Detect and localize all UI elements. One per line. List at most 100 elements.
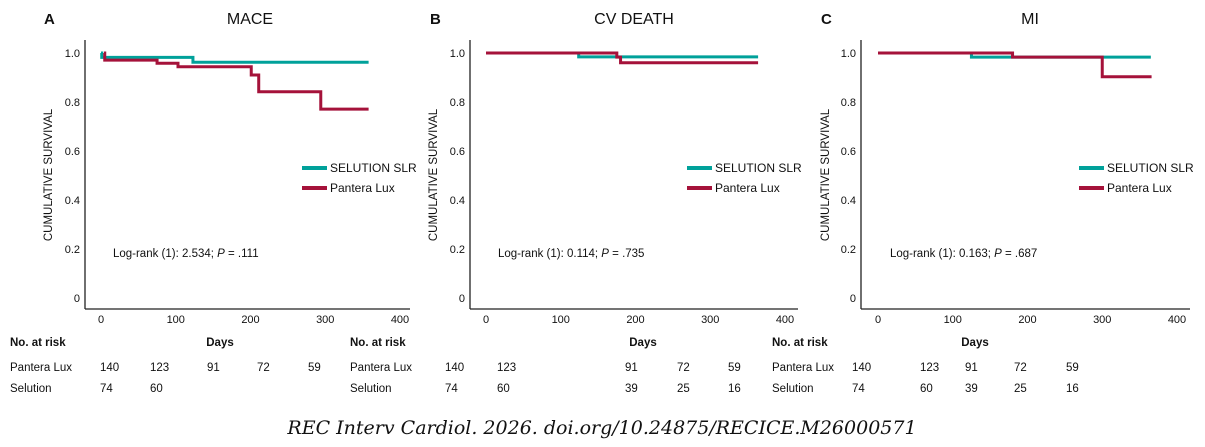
risk-value: 123 (497, 362, 516, 374)
risk-value: 123 (920, 362, 939, 374)
risk-value: 16 (728, 383, 741, 395)
y-tick-label: 0 (74, 293, 80, 305)
risk-row-label: Pantera Lux (10, 362, 72, 374)
y-tick-label: 1.0 (841, 48, 856, 60)
risk-value: 74 (100, 383, 113, 395)
risk-value: 91 (965, 362, 978, 374)
y-tick-label: 0.4 (450, 195, 465, 207)
y-tick-label: 0.4 (841, 195, 856, 207)
risk-value: 74 (445, 383, 458, 395)
x-tick-label: 0 (483, 314, 489, 326)
risk-value: 60 (150, 383, 163, 395)
x-tick-label: 0 (98, 314, 104, 326)
risk-table-header: No. at risk (772, 337, 828, 349)
chart-title: MI (1021, 11, 1039, 28)
p-symbol: P (217, 248, 225, 260)
y-tick-label: 1.0 (450, 48, 465, 60)
risk-value: 91 (625, 362, 638, 374)
risk-value: 25 (1014, 383, 1027, 395)
y-axis-label: CUMULATIVE SURVIVAL (820, 108, 832, 241)
risk-row-label: Selution (772, 383, 814, 395)
x-tick-label: 100 (552, 314, 570, 326)
y-tick-label: 0 (459, 293, 465, 305)
x-tick-label: 400 (1168, 314, 1186, 326)
x-tick-label: 400 (391, 314, 409, 326)
risk-table-header: No. at risk (350, 337, 406, 349)
x-tick-label: 200 (1018, 314, 1036, 326)
legend-label: Pantera Lux (715, 181, 780, 195)
log-rank-statistic: Log-rank (1): 0.114; (498, 248, 601, 260)
risk-value: 72 (257, 362, 270, 374)
risk-table-xlabel: Days (961, 337, 989, 349)
risk-value: 140 (100, 362, 119, 374)
risk-value: 39 (625, 383, 638, 395)
log-rank-annotation: Log-rank (1): 0.114; P = .735 (498, 248, 645, 260)
panel-letter: A (44, 11, 55, 28)
p-value: = .111 (225, 248, 259, 260)
y-tick-label: 0.6 (450, 146, 465, 158)
risk-value: 123 (150, 362, 169, 374)
x-tick-label: 400 (776, 314, 794, 326)
risk-value: 91 (207, 362, 220, 374)
p-value: = .735 (609, 248, 645, 260)
risk-table-xlabel: Days (206, 337, 234, 349)
panel-letter: B (430, 11, 441, 28)
x-tick-label: 200 (241, 314, 259, 326)
x-tick-label: 300 (701, 314, 719, 326)
risk-value: 74 (852, 383, 865, 395)
panel-a: A MACE CUMULATIVE SURVIVAL 0 0.2 0.4 0.6 0.8 1.0… (10, 11, 417, 395)
legend-label: SELUTION SLR (1107, 161, 1194, 175)
legend-label: Pantera Lux (330, 181, 395, 195)
x-tick-label: 200 (626, 314, 644, 326)
risk-value: 140 (852, 362, 871, 374)
y-tick-label: 0.8 (65, 97, 80, 109)
risk-row-label: Selution (10, 383, 52, 395)
y-tick-label: 0.6 (841, 146, 856, 158)
y-tick-label: 0.6 (65, 146, 80, 158)
y-tick-label: 0.8 (841, 97, 856, 109)
risk-value: 72 (677, 362, 690, 374)
p-symbol: P (994, 248, 1002, 260)
y-tick-label: 0.8 (450, 97, 465, 109)
series-line-pantera (878, 51, 1152, 79)
series-line-pantera (486, 51, 759, 65)
risk-value: 16 (1066, 383, 1079, 395)
x-tick-label: 0 (875, 314, 881, 326)
y-tick-label: 0.2 (450, 244, 465, 256)
y-tick-label: 0.2 (65, 244, 80, 256)
x-tick-label: 100 (167, 314, 185, 326)
p-symbol: P (601, 248, 609, 260)
risk-value: 39 (965, 383, 978, 395)
risk-value: 60 (497, 383, 510, 395)
y-tick-label: 0.4 (65, 195, 80, 207)
log-rank-statistic: Log-rank (1): 2.534; (113, 248, 217, 260)
risk-value: 59 (728, 362, 741, 374)
risk-table-header: No. at risk (10, 337, 66, 349)
risk-value: 59 (1066, 362, 1079, 374)
y-tick-label: 0.2 (841, 244, 856, 256)
series-line-selution (100, 51, 369, 64)
chart-title: CV DEATH (594, 11, 674, 28)
p-value: = .687 (1002, 248, 1037, 260)
panel-b: B CV DEATH CUMULATIVE SURVIVAL 0 0.2 0.4 0.6 0.… (350, 11, 802, 395)
risk-value: 72 (1014, 362, 1027, 374)
chart-title: MACE (227, 11, 273, 28)
x-tick-label: 100 (944, 314, 962, 326)
risk-value: 25 (677, 383, 690, 395)
log-rank-annotation: Log-rank (1): 2.534; P = .111 (113, 248, 259, 260)
y-axis-label: CUMULATIVE SURVIVAL (43, 108, 55, 241)
panel-letter: C (821, 11, 832, 28)
legend-label: SELUTION SLR (330, 161, 417, 175)
legend-label: SELUTION SLR (715, 161, 802, 175)
x-tick-label: 300 (316, 314, 334, 326)
risk-value: 60 (920, 383, 933, 395)
y-tick-label: 1.0 (65, 48, 80, 60)
y-tick-label: 0 (850, 293, 856, 305)
y-axis-label: CUMULATIVE SURVIVAL (428, 108, 440, 241)
risk-value: 59 (308, 362, 321, 374)
risk-table-xlabel: Days (629, 337, 657, 349)
risk-row-label: Pantera Lux (350, 362, 412, 374)
citation: REC Interv Cardiol. 2026. doi.org/10.248… (286, 417, 916, 439)
log-rank-annotation: Log-rank (1): 0.163; P = .687 (890, 248, 1037, 260)
